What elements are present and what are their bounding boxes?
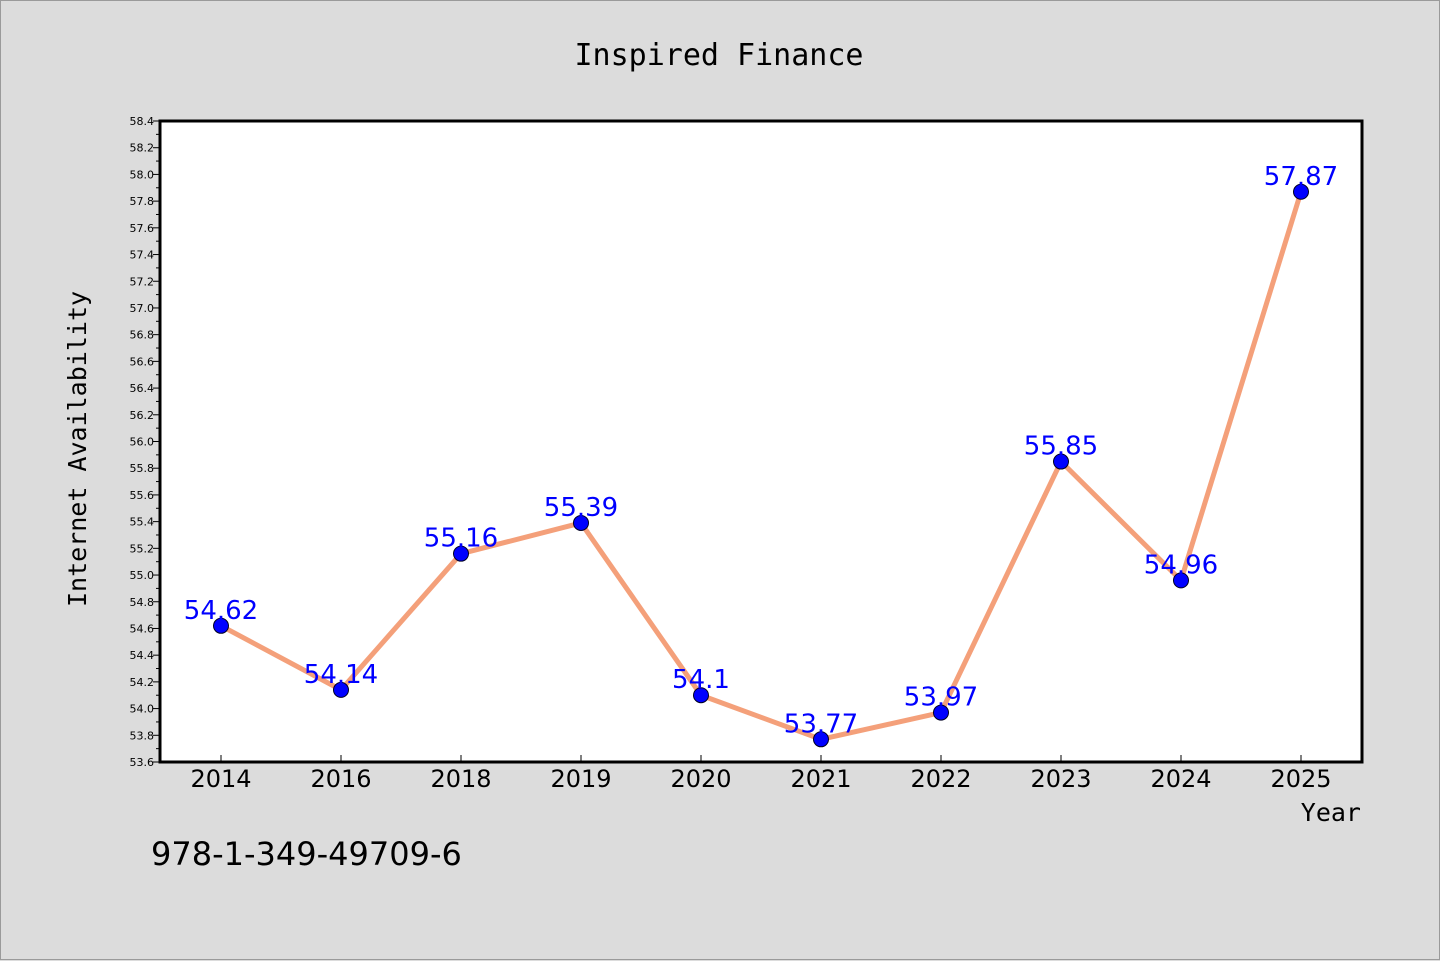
y-tick-label: 54.0 (130, 703, 155, 716)
x-tick-label: 2018 (430, 765, 491, 793)
y-tick-label: 54.8 (130, 596, 155, 609)
data-label: 53.77 (784, 709, 858, 739)
x-tick-label: 2020 (670, 765, 731, 793)
chart-title: Inspired Finance (575, 38, 864, 73)
y-tick-label: 57.4 (130, 249, 155, 262)
y-tick-label: 55.2 (130, 542, 155, 555)
series-line (218, 189, 1304, 742)
data-point (333, 681, 349, 698)
data-label: 54.96 (1144, 550, 1218, 580)
x-tick-label: 2021 (790, 765, 851, 793)
y-tick-label: 57.8 (130, 195, 155, 208)
y-tick-label: 58.4 (130, 115, 155, 128)
data-point (573, 514, 589, 531)
y-tick-label: 56.8 (130, 329, 155, 342)
y-tick-label: 57.6 (130, 222, 155, 235)
data-point (693, 687, 709, 704)
data-labels: 54.62 54.14 55.16 55.39 54.1 53.77 53.97 55.85 5… (184, 162, 1338, 740)
data-point (1053, 453, 1069, 470)
data-point (213, 617, 229, 634)
y-tick-label: 54.4 (130, 649, 155, 662)
y-tick-label: 53.6 (130, 756, 155, 769)
y-tick-label: 55.8 (130, 462, 155, 475)
data-point (1173, 572, 1189, 589)
data-label: 54.1 (672, 665, 730, 695)
x-tick-label: 2022 (910, 765, 971, 793)
x-axis: 2014 2016 2018 2019 2020 2021 2022 2023 2024 2025 (190, 755, 1332, 793)
x-tick-label: 2016 (310, 765, 371, 793)
y-axis: 53.6 53.8 54.0 54.2 54.4 54.6 54.8 55.0 55.2 55.4… (130, 115, 160, 769)
data-label: 53.97 (904, 683, 978, 713)
y-tick-label: 58.0 (130, 168, 155, 181)
series (213, 183, 1309, 748)
y-tick-label: 57.0 (130, 302, 155, 315)
data-point (933, 704, 949, 721)
data-point (453, 545, 469, 562)
y-tick-label: 56.6 (130, 355, 155, 368)
y-axis-title: Internet Availability (63, 291, 92, 607)
data-label: 54.14 (304, 660, 378, 690)
y-tick-label: 57.2 (130, 275, 155, 288)
x-tick-label: 2014 (190, 765, 251, 793)
data-point (1293, 183, 1309, 200)
data-label: 55.16 (424, 524, 498, 554)
y-tick-label: 54.2 (130, 676, 155, 689)
data-label: 55.39 (544, 493, 618, 523)
y-tick-label: 54.6 (130, 622, 155, 635)
y-tick-label: 55.6 (130, 489, 155, 502)
x-tick-label: 2019 (550, 765, 611, 793)
y-tick-label: 55.4 (130, 516, 155, 529)
x-tick-label: 2025 (1270, 765, 1331, 793)
y-tick-label: 58.2 (130, 142, 155, 155)
data-label: 54.62 (184, 596, 258, 626)
y-tick-label: 56.2 (130, 409, 155, 422)
y-tick-label: 55.0 (130, 569, 155, 582)
y-tick-label: 53.8 (130, 729, 155, 742)
x-tick-label: 2024 (1150, 765, 1211, 793)
y-tick-label: 56.0 (130, 436, 155, 449)
plot-area (158, 119, 1364, 764)
data-point (813, 731, 829, 748)
x-tick-label: 2023 (1030, 765, 1091, 793)
footer-code: 978-1-349-49709-6 (151, 835, 462, 873)
data-label: 55.85 (1024, 432, 1098, 462)
x-axis-title: Year (1301, 798, 1361, 827)
data-label: 57.87 (1264, 162, 1338, 192)
y-tick-label: 56.4 (130, 382, 155, 395)
